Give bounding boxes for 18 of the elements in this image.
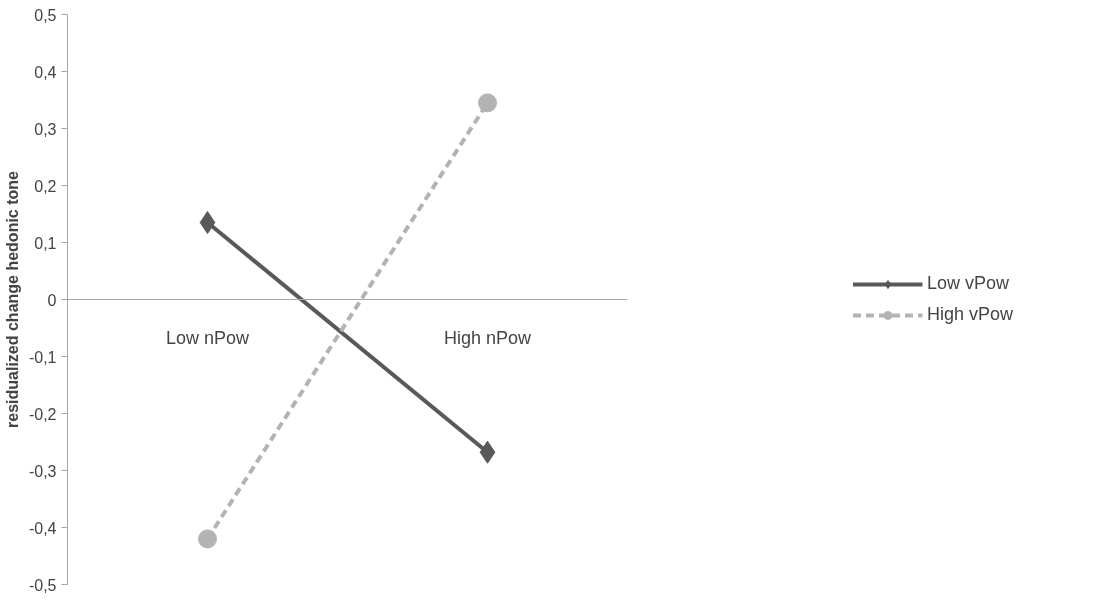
y-tick-label: 0,2 xyxy=(34,177,57,195)
point xyxy=(198,529,217,549)
y-tick-label: -0,3 xyxy=(28,462,57,480)
x-tick-label: Low nPow xyxy=(165,327,251,348)
y-tick-label: 0 xyxy=(47,291,57,309)
y-tick-label: -0,2 xyxy=(28,405,57,423)
legend-label: Low vPow xyxy=(926,273,1010,294)
y-tick-label: 0,1 xyxy=(34,234,57,252)
y-tick-label: -0,1 xyxy=(28,348,57,366)
point xyxy=(478,93,497,113)
y-axis-title: residualized change hedonic tone xyxy=(3,170,21,428)
x-tick-label: High nPow xyxy=(443,327,533,348)
y-tick-label: -0,5 xyxy=(28,576,57,594)
legend-label: High vPow xyxy=(926,304,1014,325)
y-tick-label: 0,5 xyxy=(34,6,57,24)
y-tick-label: -0,4 xyxy=(28,519,57,537)
y-tick-label: 0,3 xyxy=(34,120,57,138)
y-tick-label: 0,4 xyxy=(34,63,57,81)
